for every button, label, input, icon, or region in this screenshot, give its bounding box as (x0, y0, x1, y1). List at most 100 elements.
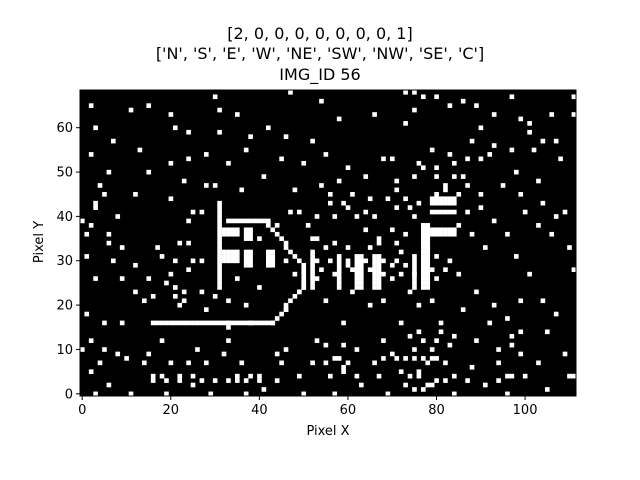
pixel-on (443, 187, 448, 193)
pixel-on (217, 107, 222, 113)
pixel-on (376, 258, 382, 264)
pixel-on (452, 333, 457, 339)
pixel-on (88, 103, 94, 108)
pixel-on (509, 373, 515, 379)
pixel-on (421, 271, 426, 277)
pixel-on (372, 280, 377, 286)
pixel-on (310, 249, 315, 255)
pixel-on (155, 320, 160, 326)
pixel-on (230, 258, 236, 264)
pixel-on (372, 360, 377, 366)
pixel-on (403, 231, 408, 237)
pixel-on (217, 214, 222, 219)
pixel-on (359, 276, 364, 281)
pixel-on (199, 209, 205, 215)
pixel-on (341, 364, 346, 370)
pixel-on (243, 262, 249, 268)
pixel-on (434, 174, 439, 179)
pixel-on (496, 347, 501, 352)
pixel-on (381, 338, 386, 343)
pixel-on (217, 280, 222, 286)
pixel-on (447, 258, 453, 264)
pixel-on (553, 311, 559, 317)
pixel-on (421, 280, 426, 286)
pixel-on (509, 147, 515, 153)
pixel-on (487, 320, 493, 326)
pixel-on (345, 262, 351, 268)
pixel-on (553, 138, 559, 144)
pixel-on (407, 205, 413, 210)
pixel-on (425, 360, 431, 366)
pixel-on (376, 240, 382, 246)
pixel-on (549, 112, 555, 117)
pixel-on (421, 165, 426, 171)
pixel-on (407, 333, 413, 339)
pixel-on (372, 271, 377, 277)
pixel-on (341, 200, 346, 206)
pixel-on (376, 285, 382, 290)
pixel-on (257, 373, 262, 379)
pixel-on (434, 165, 439, 171)
pixel-on (336, 116, 342, 122)
pixel-on (248, 218, 253, 224)
pixel-on (434, 200, 439, 206)
pixel-on (270, 262, 276, 268)
chart-title-line-3: IMG_ID 56 (279, 65, 361, 84)
y-tick-label: 30 (56, 254, 73, 269)
pixel-on (164, 391, 169, 397)
pixel-on (204, 152, 209, 157)
pixel-on (301, 262, 307, 268)
pixel-on (142, 298, 147, 304)
pixel-on (310, 285, 315, 290)
pixel-on (447, 209, 453, 215)
pixel-on (350, 289, 355, 295)
pixel-on (146, 169, 152, 175)
pixel-on (204, 320, 209, 326)
pixel-on (257, 285, 262, 290)
pixel-on (518, 329, 524, 335)
pixel-on (562, 209, 568, 215)
pixel-on (447, 227, 453, 233)
pixel-on (266, 218, 271, 224)
pixel-on (274, 351, 280, 357)
pixel-on (412, 214, 417, 219)
pixel-on (124, 356, 129, 361)
pixel-on (252, 218, 258, 224)
pixel-on (558, 156, 563, 162)
pixel-on (505, 373, 510, 379)
pixel-on (425, 262, 431, 268)
pixel-on (261, 320, 267, 326)
pixel-on (190, 373, 196, 379)
pixel-on (195, 347, 200, 352)
pixel-on (150, 378, 156, 383)
x-tick-label: 20 (163, 403, 180, 418)
pixel-on (243, 258, 249, 264)
pixel-on (412, 280, 417, 286)
pixel-on (425, 276, 431, 281)
y-tick-label: 20 (56, 299, 73, 314)
pixel-on (283, 347, 289, 352)
pixel-on (425, 271, 431, 277)
pixel-on (217, 262, 222, 268)
pixel-on (332, 391, 338, 397)
pixel-on (367, 302, 373, 308)
pixel-on (248, 134, 253, 139)
pixel-on (571, 373, 577, 379)
pixel-on (212, 94, 218, 100)
pixel-on (93, 125, 98, 131)
pixel-on (301, 267, 307, 273)
pixel-on (80, 218, 85, 224)
pixel-on (283, 134, 289, 139)
pixel-on (452, 196, 457, 202)
pixel-on (266, 262, 271, 268)
pixel-on (84, 254, 90, 259)
pixel-on (385, 391, 391, 397)
pixel-on (292, 271, 298, 277)
pixel-on (115, 214, 121, 219)
pixel-on (354, 214, 360, 219)
pixel-on (226, 325, 231, 330)
pixel-on (173, 125, 178, 131)
pixel-on (336, 271, 342, 277)
pixel-on (363, 209, 369, 215)
